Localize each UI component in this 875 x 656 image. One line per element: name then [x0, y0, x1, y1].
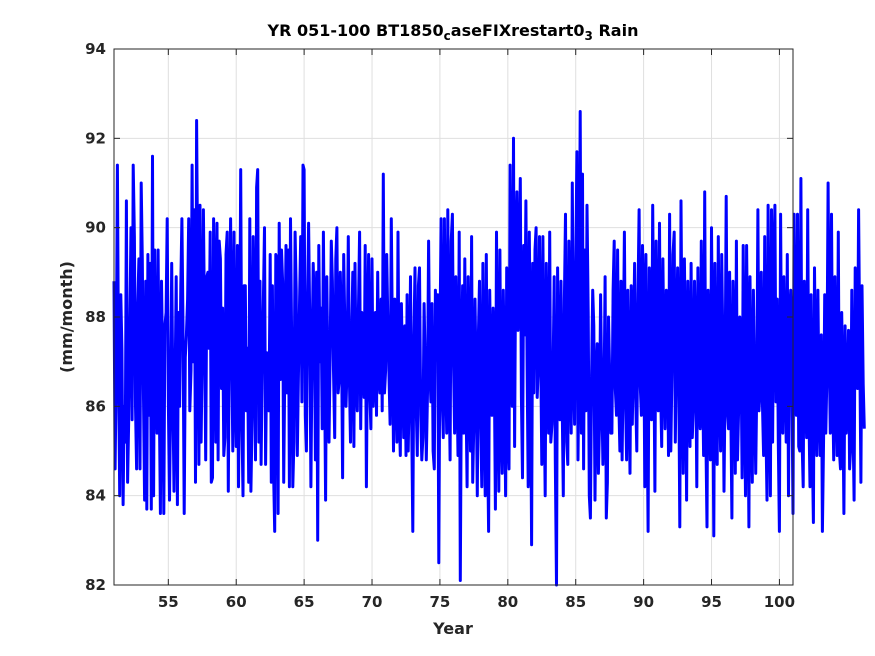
- ticks: 55 60 65 70 75 80 85 90 95 100 82 84 86 88 90 92 94: [85, 40, 795, 611]
- x-tick-label: 70: [362, 593, 383, 611]
- x-tick-label: 65: [294, 593, 315, 611]
- y-axis-label: (mm/month): [57, 261, 76, 373]
- title-part: YR 051-100 BT1850: [267, 21, 444, 40]
- title-part: 3: [585, 29, 593, 43]
- y-tick-label: 82: [85, 576, 106, 594]
- y-tick-label: 88: [85, 308, 106, 326]
- y-tick-label: 90: [85, 219, 106, 237]
- x-tick-label: 90: [633, 593, 654, 611]
- data-layer: [112, 110, 866, 587]
- title-part: c: [444, 29, 451, 43]
- x-tick-label: 55: [158, 593, 179, 611]
- chart-title: YR 051-100 BT1850caseFIXrestart03 Rain: [267, 21, 639, 43]
- title-part: Rain: [593, 21, 639, 40]
- title-part: aseFIXrestart0: [451, 21, 585, 40]
- y-tick-label: 94: [85, 40, 106, 58]
- x-tick-label: 100: [764, 593, 795, 611]
- y-tick-label: 86: [85, 397, 106, 415]
- x-tick-label: 95: [701, 593, 722, 611]
- x-tick-label: 85: [565, 593, 586, 611]
- rain-series-line: [112, 110, 866, 587]
- y-tick-label: 92: [85, 129, 106, 147]
- x-axis-label: Year: [432, 619, 473, 638]
- x-tick-label: 80: [497, 593, 518, 611]
- y-tick-label: 84: [85, 487, 106, 505]
- x-tick-label: 75: [429, 593, 450, 611]
- x-tick-label: 60: [226, 593, 247, 611]
